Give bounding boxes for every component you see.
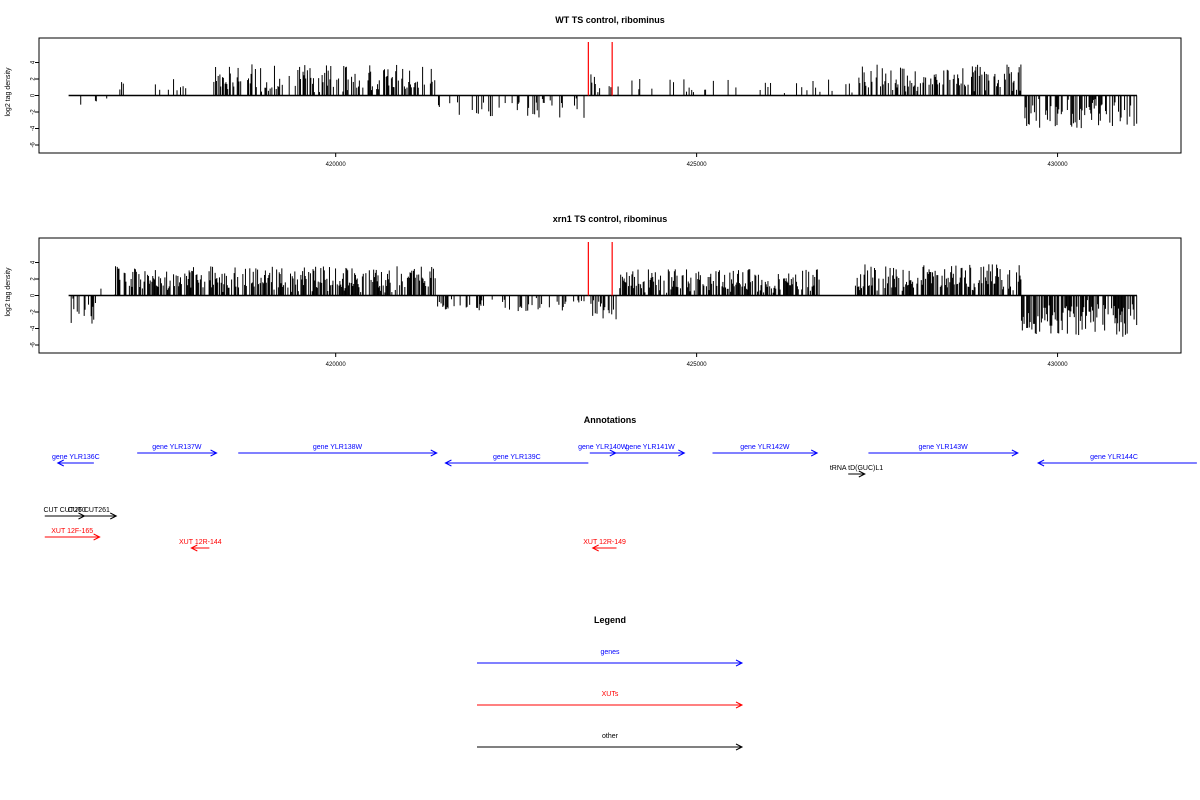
annotation-xut: XUT 12R-149	[583, 539, 626, 552]
annotation-gene: gene YLR139C	[444, 454, 589, 467]
xrn1-density-bars	[70, 264, 1138, 337]
annotation-arrowhead	[591, 544, 599, 552]
y-tick-label: 4	[31, 60, 37, 64]
x-tick-label: 425000	[687, 362, 708, 368]
annotation-gene: gene YLR142W	[712, 444, 819, 457]
annotation-arrowhead	[810, 449, 819, 457]
annotation-label: gene YLR136C	[52, 454, 100, 461]
x-tick-label: 420000	[326, 162, 347, 168]
annotation-gene: gene YLR143W	[868, 444, 1019, 457]
annotation-arrowhead	[190, 544, 198, 552]
y-tick-label: 2	[31, 77, 37, 81]
annotation-arrowhead	[56, 459, 64, 467]
x-tick-label: 430000	[1048, 162, 1069, 168]
annotation-other: CUT CUT261	[61, 507, 118, 520]
annotation-arrowhead	[93, 533, 101, 541]
x-tick-label: 420000	[326, 362, 347, 368]
y-tick-label: -4	[31, 325, 37, 331]
legend-item-other: other	[477, 733, 744, 751]
legend-arrowhead	[735, 659, 744, 667]
annotation-xut: XUT 12F-165	[44, 528, 101, 541]
annotation-arrowhead	[1036, 459, 1045, 467]
legend-panel: Legend genes XUTs other	[477, 615, 744, 751]
annotation-label: CUT CUT261	[68, 507, 110, 514]
legend-arrowhead	[735, 743, 744, 751]
wt-y-axis-label: log2 tag density	[5, 67, 12, 117]
annotation-label: gene YLR142W	[740, 444, 790, 451]
annotation-xut: XUT 12R-144	[179, 539, 222, 552]
xrn1-region-markers	[587, 242, 613, 296]
annotation-arrowhead	[430, 449, 438, 457]
y-tick-label: -4	[31, 125, 37, 131]
xrn1-track-title: xrn1 TS control, ribominus	[553, 214, 668, 224]
legend-label: other	[602, 733, 619, 740]
annotation-gene: gene YLR137W	[137, 444, 218, 457]
x-tick-label: 425000	[687, 162, 708, 168]
annotation-arrowhead	[110, 512, 118, 520]
legend-title: Legend	[594, 615, 626, 625]
xrn1-y-ticks: 4 2 0 -2 -4 -6	[31, 260, 39, 348]
annotation-arrowhead	[444, 459, 452, 467]
x-tick-label: 430000	[1048, 362, 1069, 368]
wt-track-panel: WT TS control, ribominus log2 tag densit…	[5, 15, 1182, 168]
xrn1-x-ticks: 420000 425000 430000	[326, 353, 1069, 368]
legend-label: genes	[600, 649, 620, 656]
y-tick-label: -6	[31, 342, 37, 348]
annotation-arrowhead	[678, 449, 686, 457]
y-tick-label: 0	[31, 93, 37, 97]
annotation-label: XUT 12R-144	[179, 539, 222, 546]
wt-track-title: WT TS control, ribominus	[555, 15, 665, 25]
annotation-label: CUT CUT260	[43, 507, 85, 514]
annotation-arrowhead	[210, 449, 218, 457]
xrn1-y-axis-label: log2 tag density	[5, 267, 12, 317]
annotation-label: gene YLR144C	[1090, 454, 1138, 461]
annotation-label: gene YLR143W	[918, 444, 968, 451]
legend-item-gene: genes	[477, 649, 744, 667]
y-tick-label: -2	[31, 109, 37, 115]
wt-x-ticks: 420000 425000 430000	[326, 153, 1069, 168]
wt-density-bars	[80, 64, 1138, 129]
annotation-gene: gene YLR140W	[578, 444, 628, 457]
y-tick-label: 0	[31, 293, 37, 297]
annotation-label: gene YLR140W	[578, 444, 628, 451]
annotation-label: gene YLR141W	[625, 444, 675, 451]
y-tick-label: 2	[31, 277, 37, 281]
y-tick-label: -6	[31, 142, 37, 148]
annotation-arrowhead	[1011, 449, 1019, 457]
annotations-title: Annotations	[584, 415, 637, 425]
annotation-features: gene YLR136C gene YLR137W gene YLR138W gene…	[43, 444, 1197, 552]
annotation-label: tRNA tD(GUC)L1	[830, 465, 883, 472]
annotation-gene: gene YLR136C	[52, 454, 100, 467]
legend-arrowhead	[735, 701, 744, 709]
legend-items: genes XUTs other	[477, 649, 744, 751]
annotation-gene: gene YLR144C	[1036, 454, 1197, 467]
annotation-gene: gene YLR138W	[238, 444, 438, 457]
annotation-label: XUT 12R-149	[583, 539, 626, 546]
legend-item-xut: XUTs	[477, 691, 744, 709]
legend-label: XUTs	[602, 691, 619, 698]
annotation-arrowhead	[858, 470, 866, 478]
wt-y-ticks: 4 2 0 -2 -4 -6	[31, 60, 39, 148]
annotation-label: gene YLR138W	[313, 444, 363, 451]
annotation-label: gene YLR139C	[493, 454, 541, 461]
annotation-label: gene YLR137W	[152, 444, 202, 451]
y-tick-label: 4	[31, 260, 37, 264]
annotation-label: XUT 12F-165	[51, 528, 93, 535]
xrn1-track-panel: xrn1 TS control, ribominus log2 tag dens…	[5, 214, 1182, 368]
annotation-gene: gene YLR141W	[615, 444, 686, 457]
y-tick-label: -2	[31, 309, 37, 315]
wt-region-markers	[587, 42, 613, 96]
annotation-other: tRNA tD(GUC)L1	[830, 465, 883, 478]
